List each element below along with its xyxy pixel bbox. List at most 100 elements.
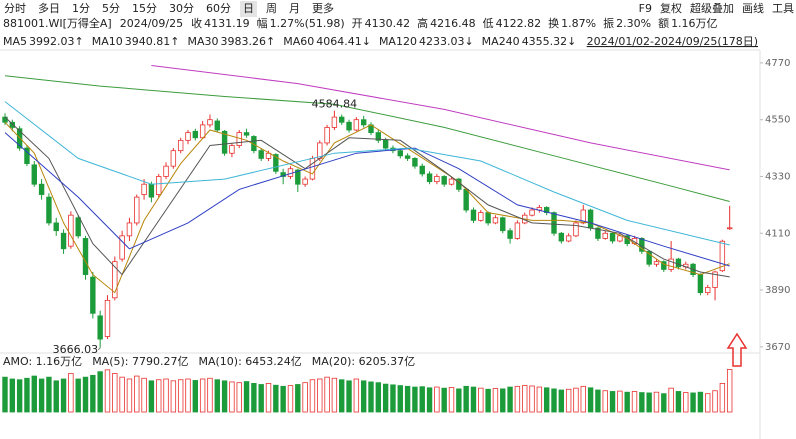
candle-body <box>478 212 484 221</box>
candle-body <box>82 238 89 275</box>
tool[interactable]: 复权 <box>660 1 682 15</box>
ma-name: MA10 <box>92 35 123 48</box>
candle-body <box>507 230 513 239</box>
candle-body <box>177 139 184 152</box>
volume-bar <box>573 387 579 413</box>
volume-bar <box>177 379 184 413</box>
candle-body <box>382 139 389 149</box>
field-value: 4130.42 <box>365 17 411 30</box>
volume-bar <box>221 380 228 413</box>
field-value: 1.87% <box>561 17 596 30</box>
volume-bar <box>287 385 294 413</box>
candle-body <box>404 155 411 159</box>
field-value: 1.27%(51.98) <box>270 17 345 30</box>
candle-body <box>134 196 140 224</box>
tab[interactable]: 60分 <box>206 2 231 15</box>
field-label: 低 <box>483 17 494 30</box>
volume-bar <box>112 373 118 413</box>
volume-bar <box>653 391 660 413</box>
tool[interactable]: 超级叠加 <box>690 1 734 15</box>
candle-body <box>60 232 67 250</box>
field-value: 1.16万亿 <box>671 17 718 30</box>
ma-name: MA30 <box>187 35 218 48</box>
ma-name: MA60 <box>283 35 314 48</box>
candle-body <box>192 130 199 139</box>
candle-body <box>719 240 726 272</box>
volume-bar <box>646 392 652 413</box>
volume-bar <box>185 378 191 413</box>
tool[interactable]: 工具 <box>772 2 794 15</box>
candle-body <box>412 158 418 167</box>
tab[interactable]: 周 <box>266 2 277 15</box>
candle-body <box>463 188 469 211</box>
candle-body <box>2 116 8 123</box>
volume-bar <box>536 386 543 413</box>
candle-body <box>360 119 367 126</box>
y-tick-label: 4770 <box>765 58 790 69</box>
tab[interactable]: 5分 <box>102 2 120 15</box>
volume-bar <box>236 382 242 413</box>
candle-body <box>104 299 111 337</box>
volume-bar <box>97 371 103 413</box>
candle-body <box>170 150 177 167</box>
candle-body <box>280 172 286 177</box>
volume-bar <box>360 380 367 413</box>
volume-bar <box>214 379 220 413</box>
volume-bar <box>522 385 528 413</box>
code: 881001.WI[万得全A] <box>3 16 112 30</box>
tab[interactable]: 更多 <box>312 1 334 15</box>
volume-bar <box>631 391 638 413</box>
high-label: 4584.84 <box>312 98 358 111</box>
tab[interactable]: 15分 <box>132 2 157 15</box>
field-label: 开 <box>352 17 363 30</box>
volume-bar <box>609 391 616 413</box>
volume-bar <box>690 392 696 413</box>
candle-body <box>324 127 330 144</box>
candle-body <box>661 261 667 270</box>
volume-bar <box>273 384 279 413</box>
tab[interactable]: 多日 <box>38 1 60 15</box>
tab[interactable]: 月 <box>289 2 300 15</box>
candle-body <box>712 271 718 288</box>
volume-bar <box>675 391 682 413</box>
candle-body <box>273 154 279 172</box>
volume-bar <box>82 376 89 413</box>
volume-bar <box>324 376 330 413</box>
volume-bar <box>587 387 594 413</box>
candle-body <box>295 169 301 185</box>
volume-bar <box>302 382 308 413</box>
ma-line <box>4 101 730 246</box>
volume-bar <box>668 387 674 413</box>
low-label: 3666.03 <box>53 343 99 356</box>
ma-name: MA240 <box>482 35 520 48</box>
tab[interactable]: 30分 <box>169 2 194 15</box>
candle-body <box>551 212 557 234</box>
field-label: 换 <box>548 16 559 30</box>
candle-body <box>580 209 586 224</box>
candle-body <box>97 315 103 340</box>
volume-bar <box>163 378 169 413</box>
y-tick-label: 4330 <box>765 171 790 182</box>
volume-bar <box>331 377 338 413</box>
tool[interactable]: 画线 <box>742 1 764 15</box>
volume-bar <box>558 389 565 413</box>
candle-body <box>185 132 191 141</box>
candle-body <box>697 274 704 294</box>
volume-bar <box>199 378 206 413</box>
candle-body <box>31 164 37 185</box>
volume-bar <box>295 384 301 413</box>
candle-body <box>9 121 16 128</box>
tool[interactable]: F9 <box>639 2 652 15</box>
candle-body <box>119 235 125 260</box>
volume-bar <box>353 378 360 413</box>
tab[interactable]: 分时 <box>4 2 26 15</box>
volume-bar <box>339 379 345 413</box>
volume-header: MA(5): 7790.27亿 <box>92 355 188 368</box>
tab[interactable]: 日 <box>243 2 254 15</box>
ma-value: 4064.41↓ <box>316 35 371 48</box>
candle-body <box>705 287 711 294</box>
volume-bar <box>390 384 396 413</box>
candle-body <box>419 165 425 175</box>
tab[interactable]: 1分 <box>72 2 90 15</box>
candle-body <box>587 209 594 229</box>
